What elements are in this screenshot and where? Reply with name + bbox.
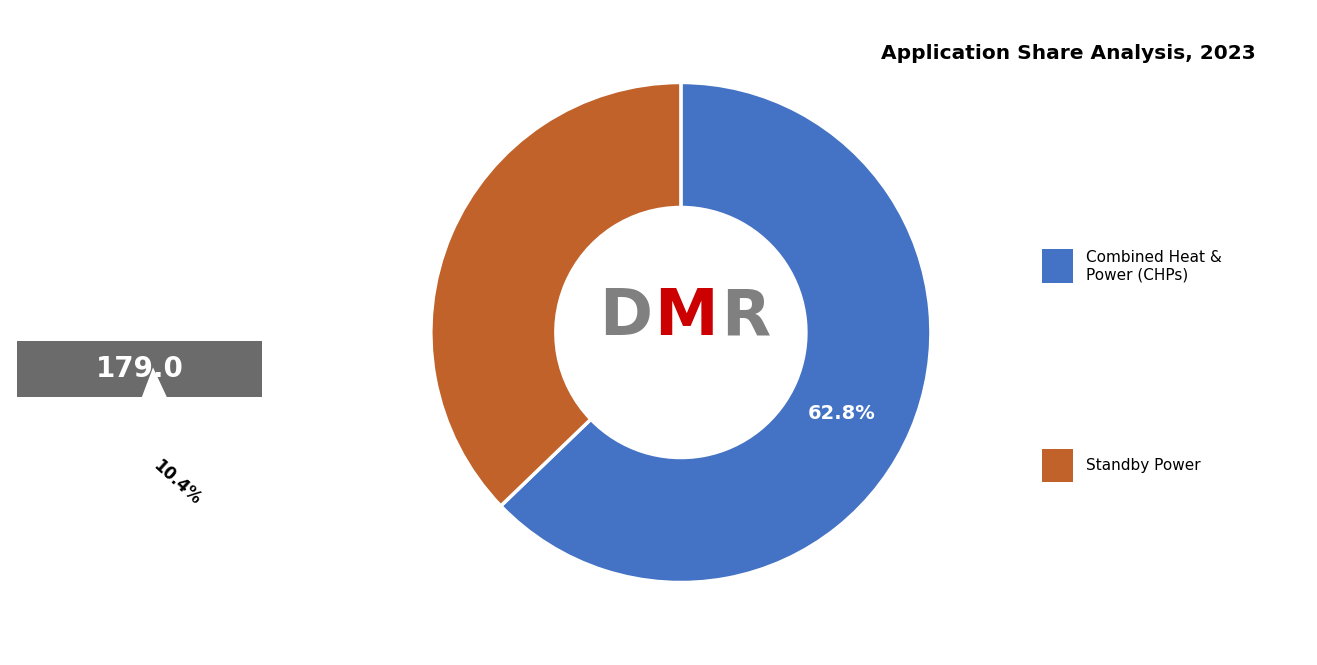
FancyBboxPatch shape [1042, 249, 1073, 283]
Text: Global Micro
Turbines Market Size
(USD Million), 2023: Global Micro Turbines Market Size (USD M… [53, 249, 227, 303]
Wedge shape [500, 82, 931, 583]
Text: Application Share Analysis, 2023: Application Share Analysis, 2023 [881, 44, 1255, 63]
Text: M: M [655, 287, 718, 348]
Wedge shape [431, 82, 681, 506]
Text: Dimension
Market
Research: Dimension Market Research [53, 71, 227, 168]
Text: 62.8%: 62.8% [809, 404, 876, 423]
Text: Combined Heat &
Power (CHPs): Combined Heat & Power (CHPs) [1085, 250, 1221, 282]
Text: 179.0: 179.0 [96, 355, 183, 383]
Text: CAGR
2023-2032: CAGR 2023-2032 [47, 483, 121, 561]
Text: R: R [722, 287, 770, 348]
Text: Standby Power: Standby Power [1085, 458, 1200, 473]
Polygon shape [126, 368, 228, 597]
Text: D: D [599, 287, 652, 348]
FancyBboxPatch shape [17, 340, 262, 397]
Text: 10.4%: 10.4% [150, 456, 204, 508]
FancyBboxPatch shape [1042, 449, 1073, 482]
